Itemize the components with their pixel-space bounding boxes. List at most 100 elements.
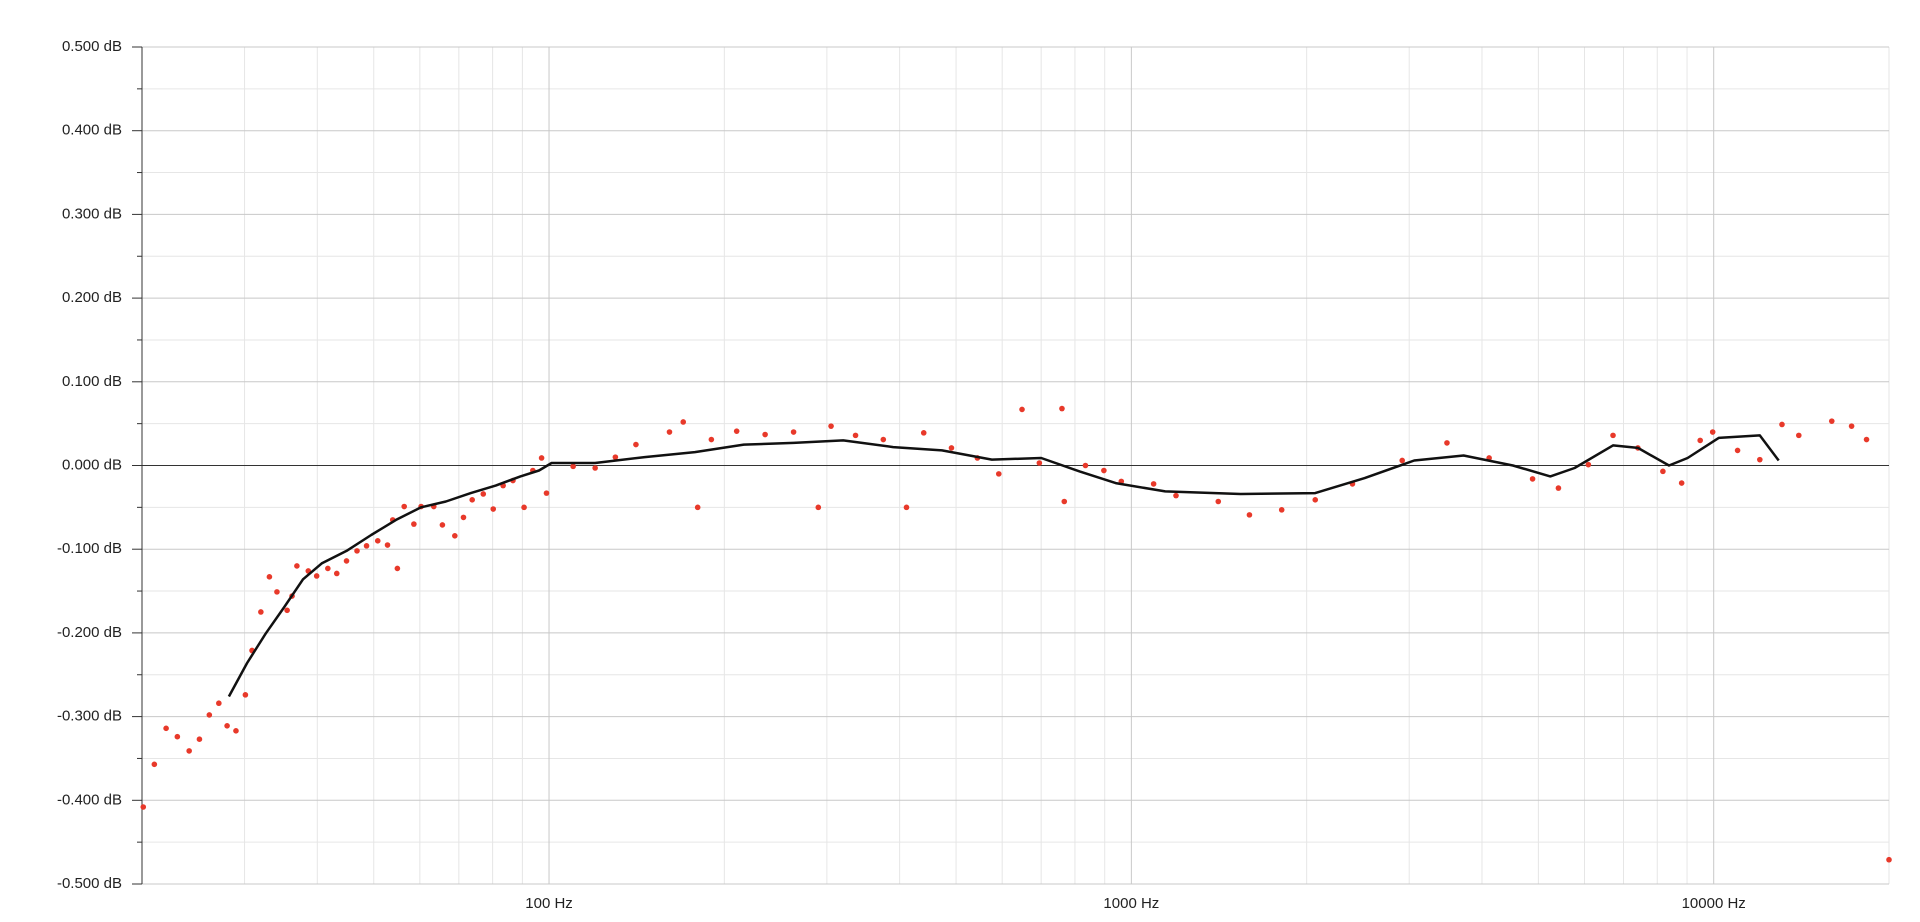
- point: [1215, 498, 1222, 505]
- point: [1828, 418, 1835, 424]
- point: [1678, 480, 1685, 486]
- point: [1036, 460, 1043, 466]
- point: [666, 429, 673, 435]
- y-tick-label: -0.100 dB: [57, 540, 122, 557]
- line: [227, 434, 1780, 698]
- point: [140, 804, 147, 810]
- point: [1555, 485, 1562, 491]
- point: [439, 522, 446, 528]
- point: [460, 514, 467, 521]
- point: [151, 761, 158, 768]
- y-tick-label: 0.400 dB: [62, 122, 122, 139]
- y-tick-label: 0.500 dB: [62, 38, 122, 55]
- point: [1779, 421, 1785, 428]
- point: [186, 748, 192, 754]
- point: [903, 504, 910, 511]
- point: [1019, 406, 1025, 413]
- point: [411, 521, 417, 527]
- y-tick-label: 0.300 dB: [62, 205, 122, 222]
- point: [920, 430, 927, 436]
- y-tick-label: 0.200 dB: [62, 289, 122, 306]
- point: [266, 574, 273, 580]
- point: [733, 428, 740, 434]
- point: [995, 471, 1002, 477]
- point: [284, 607, 290, 614]
- point: [343, 558, 350, 564]
- x-tick-label: 10000 Hz: [1682, 895, 1746, 912]
- point: [274, 589, 280, 595]
- point: [790, 429, 797, 435]
- point: [313, 573, 320, 579]
- point: [224, 723, 230, 729]
- point: [1585, 461, 1592, 468]
- point: [1610, 432, 1616, 439]
- point: [1278, 507, 1285, 513]
- point: [196, 736, 203, 742]
- point: [543, 490, 550, 496]
- point: [480, 491, 487, 497]
- point: [1757, 456, 1763, 463]
- point: [538, 455, 545, 461]
- point: [828, 423, 834, 429]
- point: [1399, 457, 1406, 464]
- point: [258, 609, 264, 615]
- point: [174, 733, 181, 740]
- point: [354, 548, 360, 554]
- point: [1848, 423, 1855, 429]
- point: [1061, 498, 1068, 505]
- point: [490, 506, 497, 512]
- point: [401, 503, 407, 510]
- y-tick-label: 0.000 dB: [62, 456, 122, 473]
- point: [163, 725, 169, 732]
- point: [1863, 436, 1870, 443]
- point: [948, 445, 955, 451]
- point: [762, 431, 768, 438]
- point: [1795, 432, 1802, 439]
- point: [374, 538, 381, 544]
- point: [1444, 440, 1450, 446]
- point: [708, 436, 715, 443]
- point: [325, 565, 331, 572]
- point: [1101, 467, 1107, 474]
- y-tick-label: -0.300 dB: [57, 708, 122, 725]
- point: [1173, 492, 1179, 499]
- point: [1660, 468, 1666, 475]
- point: [694, 504, 701, 511]
- point: [216, 700, 222, 707]
- point: [206, 712, 213, 718]
- x-tick-label: 1000 Hz: [1103, 895, 1159, 912]
- point: [1709, 429, 1716, 435]
- point: [363, 543, 370, 549]
- y-tick-label: -0.500 dB: [57, 875, 122, 892]
- point: [612, 454, 619, 460]
- point: [1697, 437, 1703, 444]
- point: [680, 419, 687, 425]
- point: [1150, 481, 1157, 487]
- point: [333, 570, 340, 577]
- point: [294, 563, 300, 569]
- point: [633, 441, 639, 448]
- point: [592, 465, 598, 471]
- point: [880, 436, 887, 443]
- point: [852, 432, 859, 439]
- point: [1082, 462, 1089, 469]
- y-tick-label: -0.400 dB: [57, 791, 122, 808]
- x-tick-label: 100 Hz: [525, 895, 573, 912]
- point: [1246, 512, 1253, 518]
- point: [1529, 476, 1536, 482]
- point: [570, 463, 576, 470]
- point: [815, 504, 822, 511]
- point: [469, 497, 475, 503]
- point: [233, 728, 239, 734]
- point: [384, 542, 391, 548]
- point: [1886, 856, 1892, 863]
- y-tick-label: 0.100 dB: [62, 373, 122, 390]
- point: [452, 533, 458, 539]
- point: [1734, 447, 1741, 454]
- y-tick-label: -0.200 dB: [57, 624, 122, 641]
- point: [394, 565, 401, 572]
- point: [242, 692, 249, 698]
- point: [1059, 405, 1065, 412]
